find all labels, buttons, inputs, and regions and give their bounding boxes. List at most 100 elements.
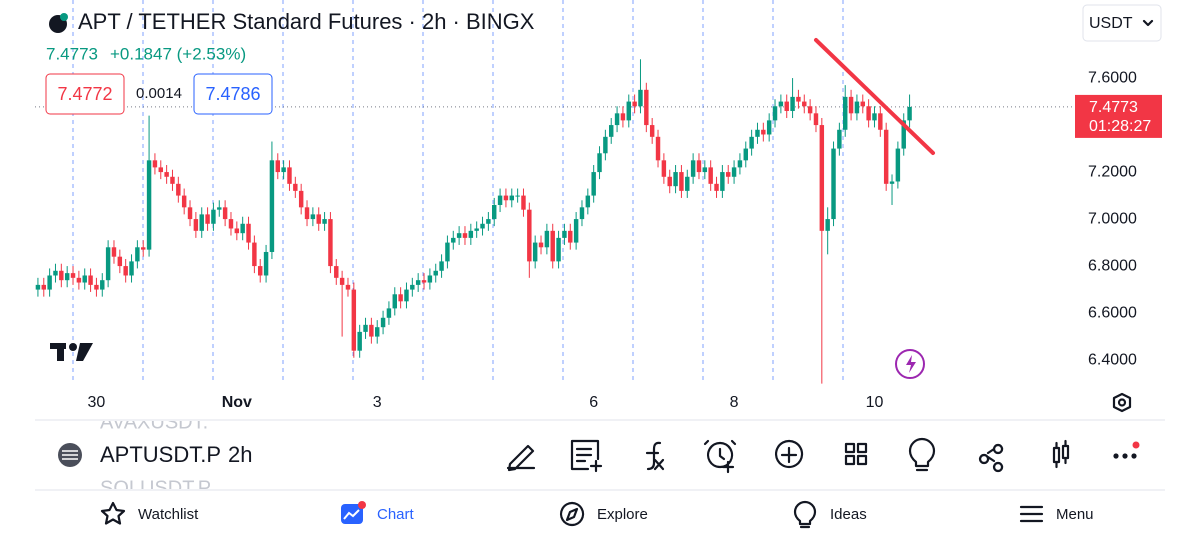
add-button[interactable] — [774, 439, 804, 469]
sell-button[interactable] — [45, 73, 125, 115]
candle-body — [64, 273, 70, 281]
candle-body — [492, 204, 497, 220]
symbol[interactable]: APTUSDT.P — [100, 442, 221, 467]
candle-body — [421, 280, 427, 283]
nav-item[interactable]: Watchlist — [138, 506, 199, 523]
candle-body — [726, 172, 731, 177]
y-tick-label: 7.6000 — [1088, 69, 1137, 86]
candle-body — [316, 214, 321, 224]
candle-body — [737, 160, 743, 168]
layouts-button[interactable] — [844, 442, 868, 466]
candle-body — [123, 266, 128, 276]
interval[interactable]: 2h — [228, 442, 252, 467]
x-tick-label: 8 — [730, 394, 739, 411]
alert-button[interactable] — [703, 439, 737, 474]
candle-body — [743, 148, 748, 161]
candle-body — [579, 207, 585, 220]
settings-button[interactable] — [1112, 392, 1132, 413]
candle-body — [468, 230, 474, 238]
candle-body — [585, 195, 591, 208]
candle-body — [895, 148, 901, 182]
price-tag-value: 7.4773 — [1089, 99, 1138, 116]
candle-body — [825, 219, 830, 231]
candle-body — [275, 160, 280, 173]
candle-body — [796, 96, 801, 102]
lightning-icon — [906, 355, 916, 373]
candle-body — [246, 223, 251, 243]
ideas-button[interactable] — [908, 437, 936, 472]
candle-body — [562, 230, 567, 238]
share-button[interactable] — [978, 443, 1004, 473]
buy-button[interactable] — [193, 73, 273, 115]
candle-body — [117, 256, 123, 267]
draw-button[interactable] — [506, 444, 536, 472]
candle-body — [632, 101, 637, 107]
candle-body — [35, 284, 41, 290]
candle-body — [345, 284, 351, 290]
candle-body — [655, 136, 661, 161]
currency-select[interactable] — [1082, 4, 1162, 42]
candle-body — [386, 308, 392, 318]
candle-body — [328, 219, 333, 267]
candle-body — [76, 277, 82, 283]
candle-body — [357, 331, 362, 351]
candle-body — [714, 183, 719, 191]
candle-body — [532, 242, 538, 262]
notes-button[interactable] — [570, 439, 603, 473]
tv-logo — [50, 343, 93, 361]
candle-body — [263, 251, 269, 276]
candle-body — [433, 270, 438, 276]
candle-body — [398, 294, 403, 302]
nav-item[interactable]: Ideas — [830, 506, 867, 523]
candle-body — [258, 266, 263, 276]
candle-body — [170, 176, 175, 184]
candle-body — [298, 190, 304, 208]
candle-body — [474, 228, 479, 231]
candle-body — [521, 195, 526, 210]
candle-body — [334, 266, 339, 278]
candle-body — [907, 106, 912, 121]
candle-body — [813, 113, 819, 126]
candle-body — [731, 167, 737, 177]
candle-body — [772, 106, 778, 121]
candle-body — [807, 106, 813, 114]
candle-body — [363, 324, 368, 332]
spread: 0.0014 — [136, 85, 182, 102]
candle-body — [901, 120, 906, 149]
candle-body — [720, 172, 725, 191]
candle-body — [427, 275, 433, 283]
nav-item[interactable]: Explore — [597, 506, 648, 523]
candle-body — [685, 176, 690, 191]
candle-body — [872, 113, 877, 121]
candle-body — [544, 230, 550, 248]
candle-body — [609, 125, 614, 137]
price-tag — [1075, 94, 1162, 138]
lightning-button[interactable] — [895, 349, 925, 379]
candle-body — [100, 280, 105, 290]
candle-body — [843, 96, 848, 130]
candle-body — [673, 172, 678, 187]
candle-body — [778, 101, 784, 107]
chart: 7.60007.40007.20007.00006.80006.60006.40… — [35, 0, 1162, 411]
candle-body — [766, 120, 772, 135]
indicators-button[interactable] — [645, 441, 665, 471]
candle-body — [451, 237, 456, 243]
candle-body — [708, 167, 713, 184]
candle-body — [53, 270, 58, 276]
more-button[interactable] — [1113, 453, 1137, 459]
candle-body — [889, 181, 895, 184]
chart-type-button[interactable] — [1052, 439, 1070, 469]
candle-body — [661, 160, 667, 177]
nav-item[interactable]: Menu — [1056, 506, 1094, 523]
candle-body — [293, 183, 298, 191]
candle-body — [761, 129, 766, 135]
candle-body — [591, 172, 596, 196]
nav-item[interactable]: Chart — [377, 506, 415, 523]
candle-body — [620, 113, 626, 121]
candle-body — [503, 195, 509, 201]
candle-body — [515, 195, 520, 197]
candle-body — [527, 209, 532, 262]
next-symbol: SOLUSDT.P — [100, 477, 211, 499]
chart-icon-line — [343, 509, 360, 520]
